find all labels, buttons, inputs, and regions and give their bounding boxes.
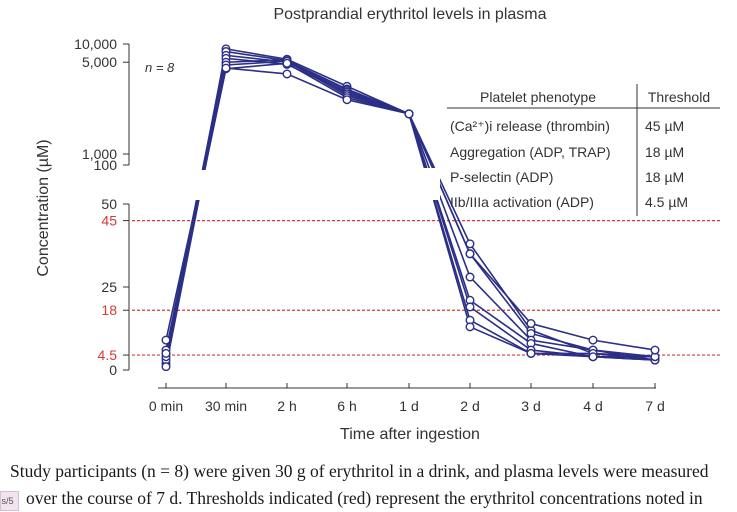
data-point-s8-6 bbox=[526, 319, 536, 329]
x-tick-label-4: 1 d bbox=[399, 398, 418, 414]
caption-line-1: Study participants (n = 8) were given 30… bbox=[10, 461, 709, 481]
data-point-s8-7 bbox=[588, 335, 598, 345]
data-point-s1-5 bbox=[465, 239, 475, 249]
n-annotation: n = 8 bbox=[145, 60, 175, 75]
data-point-s8-2 bbox=[282, 69, 292, 79]
page-tag-label: s/5 bbox=[1, 496, 14, 506]
data-point-s8-0 bbox=[161, 335, 171, 345]
x-tick-label-6: 3 d bbox=[521, 398, 540, 414]
x-tick-label-5: 2 d bbox=[460, 398, 479, 414]
series-line-7 bbox=[165, 62, 655, 358]
caption-line-2: over the course of 7 d. Thresholds indic… bbox=[26, 488, 703, 508]
y-tick-label-5: 50 bbox=[101, 196, 117, 212]
data-point-s8-3 bbox=[342, 95, 352, 105]
y-tick-label-1: 4.5 bbox=[98, 347, 118, 363]
x-tick-label-0: 0 min bbox=[149, 398, 183, 414]
threshold-lines bbox=[132, 220, 722, 356]
y-tick-label-4: 45 bbox=[101, 213, 117, 229]
table-row-4-phenotype: IIb/IIIa activation (ADP) bbox=[450, 194, 594, 210]
data-point-s8-5 bbox=[465, 249, 475, 259]
figure-caption: Study participants (n = 8) were given 30… bbox=[10, 458, 732, 512]
y-tick-label-6: 100 bbox=[94, 157, 118, 173]
data-point-s7-5 bbox=[465, 322, 475, 332]
y-tick-label-0: 0 bbox=[109, 362, 117, 378]
x-axis-label: Time after ingestion bbox=[340, 426, 480, 443]
chart-title: Postprandial erythritol levels in plasma bbox=[273, 6, 546, 23]
y-tick-label-2: 18 bbox=[101, 302, 117, 318]
table-row-3-phenotype: P-selectin (ADP) bbox=[450, 169, 553, 185]
data-point-s7-2 bbox=[282, 58, 292, 68]
x-tick-label-8: 7 d bbox=[645, 398, 664, 414]
threshold-table: Platelet phenotype Threshold (Ca²⁺)i rel… bbox=[447, 84, 720, 216]
x-tick-label-2: 2 h bbox=[277, 398, 296, 414]
data-point-s8-4 bbox=[404, 109, 414, 119]
x-tick-label-1: 30 min bbox=[205, 398, 247, 414]
data-point-s8-1 bbox=[221, 63, 231, 73]
table-row-3-threshold: 18 µM bbox=[645, 169, 684, 185]
table-row-1-threshold: 45 µM bbox=[645, 118, 684, 134]
series-line-5 bbox=[165, 58, 656, 367]
data-series bbox=[161, 44, 660, 372]
y-tick-label-9: 10,000 bbox=[74, 36, 117, 52]
table-row-2-phenotype: Aggregation (ADP, TRAP) bbox=[450, 144, 611, 160]
data-point-s5-5 bbox=[465, 302, 475, 312]
data-point-s7-6 bbox=[526, 348, 536, 358]
data-point-s3-5 bbox=[465, 272, 475, 282]
y-tick-label-8: 5,000 bbox=[82, 54, 117, 70]
table-row-2-threshold: 18 µM bbox=[645, 144, 684, 160]
x-ticks: 0 min 30 min 2 h 6 h 1 d 2 d 3 d 4 d 7 d bbox=[149, 383, 665, 414]
gap-mask-right bbox=[412, 168, 440, 200]
x-tick-label-7: 4 d bbox=[583, 398, 602, 414]
erythritol-chart: Postprandial erythritol levels in plasma… bbox=[35, 6, 722, 443]
x-tick-label-3: 6 h bbox=[337, 398, 356, 414]
y-axis-label: Concentration (µM) bbox=[35, 139, 52, 276]
table-header-phenotype: Platelet phenotype bbox=[480, 89, 596, 105]
gap-mask-left bbox=[190, 170, 225, 200]
table-row-1-phenotype: (Ca²⁺)i release (thrombin) bbox=[450, 118, 610, 134]
table-row-4-threshold: 4.5 µM bbox=[645, 194, 688, 210]
page-tag[interactable]: s/5 bbox=[0, 491, 19, 511]
data-point-s7-0 bbox=[161, 348, 171, 358]
data-point-s5-0 bbox=[161, 362, 171, 372]
table-header-threshold: Threshold bbox=[648, 89, 710, 105]
data-point-s7-7 bbox=[588, 352, 598, 362]
y-tick-label-3: 25 bbox=[101, 279, 117, 295]
y-tick-label-7: 1,000 bbox=[82, 146, 117, 162]
data-point-s8-8 bbox=[650, 345, 660, 355]
